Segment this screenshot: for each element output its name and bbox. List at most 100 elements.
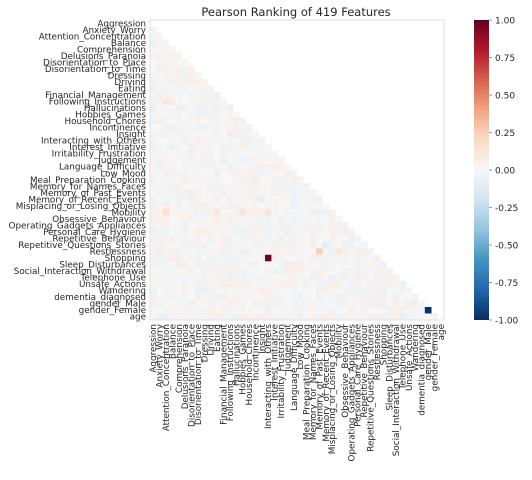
heatmap-cell [181,209,189,216]
heatmap-cell [156,156,164,164]
heatmap-cell [303,287,311,295]
heatmap-cell [169,59,176,66]
heatmap-cell [309,222,317,229]
heatmap-cell [188,241,196,249]
heatmap-cell [252,254,259,262]
heatmap-cell [239,143,247,151]
heatmap-cell [277,235,285,243]
heatmap-cell [226,274,234,282]
heatmap-cell [207,163,215,171]
heatmap-cell [169,170,176,177]
heatmap-cell [341,287,349,295]
heatmap-cell [188,170,196,177]
heatmap-cell [360,261,368,269]
heatmap-cell [156,293,164,301]
heatmap-cell [150,26,157,34]
heatmap-cell [181,202,189,210]
heatmap-cell [156,137,164,145]
heatmap-cell [150,235,157,243]
heatmap-cell [297,202,304,210]
heatmap-cell [290,274,298,282]
heatmap-cell [181,306,189,314]
heatmap-cell [194,78,202,86]
heatmap-cell [175,202,183,210]
heatmap-cell [201,78,208,86]
heatmap-cell [156,143,164,151]
heatmap-cell [399,313,406,321]
y-tick-label: Obsessive_Behaviour [52,215,146,225]
heatmap-cell [316,267,323,275]
heatmap-cell [156,202,164,210]
x-tick-label: Wandering [411,324,421,371]
y-tick-label: Memory_of_Recent_Events [28,195,146,205]
heatmap-cell [175,150,183,158]
heatmap-cell [220,156,227,164]
heatmap-cell [258,170,266,177]
y-tick-label: Anxiety_Worry [82,26,146,36]
heatmap-cell [392,313,400,321]
heatmap-cell [207,215,215,223]
heatmap-cell [150,189,157,197]
heatmap-cell [188,98,196,106]
heatmap-cell [392,274,400,282]
heatmap-cell [162,46,170,53]
x-tick-label: Low_Mood [296,324,306,370]
heatmap-cell [309,280,317,288]
heatmap-cell [181,287,189,295]
heatmap-cell [156,274,164,282]
heatmap-cell [348,241,355,249]
heatmap-cell [169,150,176,158]
heatmap-cell [156,261,164,269]
heatmap-cell [201,248,208,256]
y-tick-label: Operating_Gadgets_Appliances [9,221,147,231]
heatmap-cell [341,222,349,229]
x-tick-label: Unsafe_Actions [405,324,415,391]
heatmap-cell [207,124,215,132]
x-tick-label: Obsessive_Behaviour [341,324,351,418]
heatmap-cell [220,196,227,203]
heatmap-cell [188,248,196,256]
heatmap-cell [169,137,176,145]
y-tick-label: Insight [116,130,146,140]
heatmap-cell [207,235,215,243]
heatmap-cell [213,91,221,99]
heatmap-cell [309,241,317,249]
heatmap-cell [335,274,343,282]
heatmap-cell [156,124,164,132]
heatmap-cell [169,91,176,99]
heatmap-cell [367,274,374,282]
heatmap-cell [309,267,317,275]
heatmap-cell [175,91,183,99]
heatmap-cell [373,274,381,282]
heatmap-cell [380,293,387,301]
heatmap-cell [201,235,208,243]
heatmap-cell [188,183,196,190]
heatmap-cell [207,137,215,145]
heatmap-cell [156,183,164,190]
heatmap-cell [233,241,240,249]
heatmap-cell [284,306,291,314]
heatmap-cell [181,254,189,262]
heatmap-cell [258,248,266,256]
heatmap-cell [169,241,176,249]
heatmap-cell [360,313,368,321]
y-tick-label: Restlessness [90,248,147,258]
heatmap-cell [233,274,240,282]
x-tick-label: Social_Interaction_Withdrawal [392,324,402,456]
heatmap-cell [328,300,336,308]
heatmap-cell [220,163,227,171]
heatmap-cell [201,274,208,282]
heatmap-cell [316,196,323,203]
heatmap-cell [207,170,215,177]
heatmap-cell [290,287,298,295]
heatmap-cell [169,189,176,197]
heatmap-cell [284,228,291,236]
heatmap-cell [360,306,368,314]
x-tick-label: Irritability_Frustration [277,324,287,418]
heatmap-cell [162,274,170,282]
heatmap-cell [277,183,285,190]
heatmap-cell [156,267,164,275]
heatmap-cell [328,274,336,282]
heatmap-cell [233,215,240,223]
heatmap-cell [181,274,189,282]
